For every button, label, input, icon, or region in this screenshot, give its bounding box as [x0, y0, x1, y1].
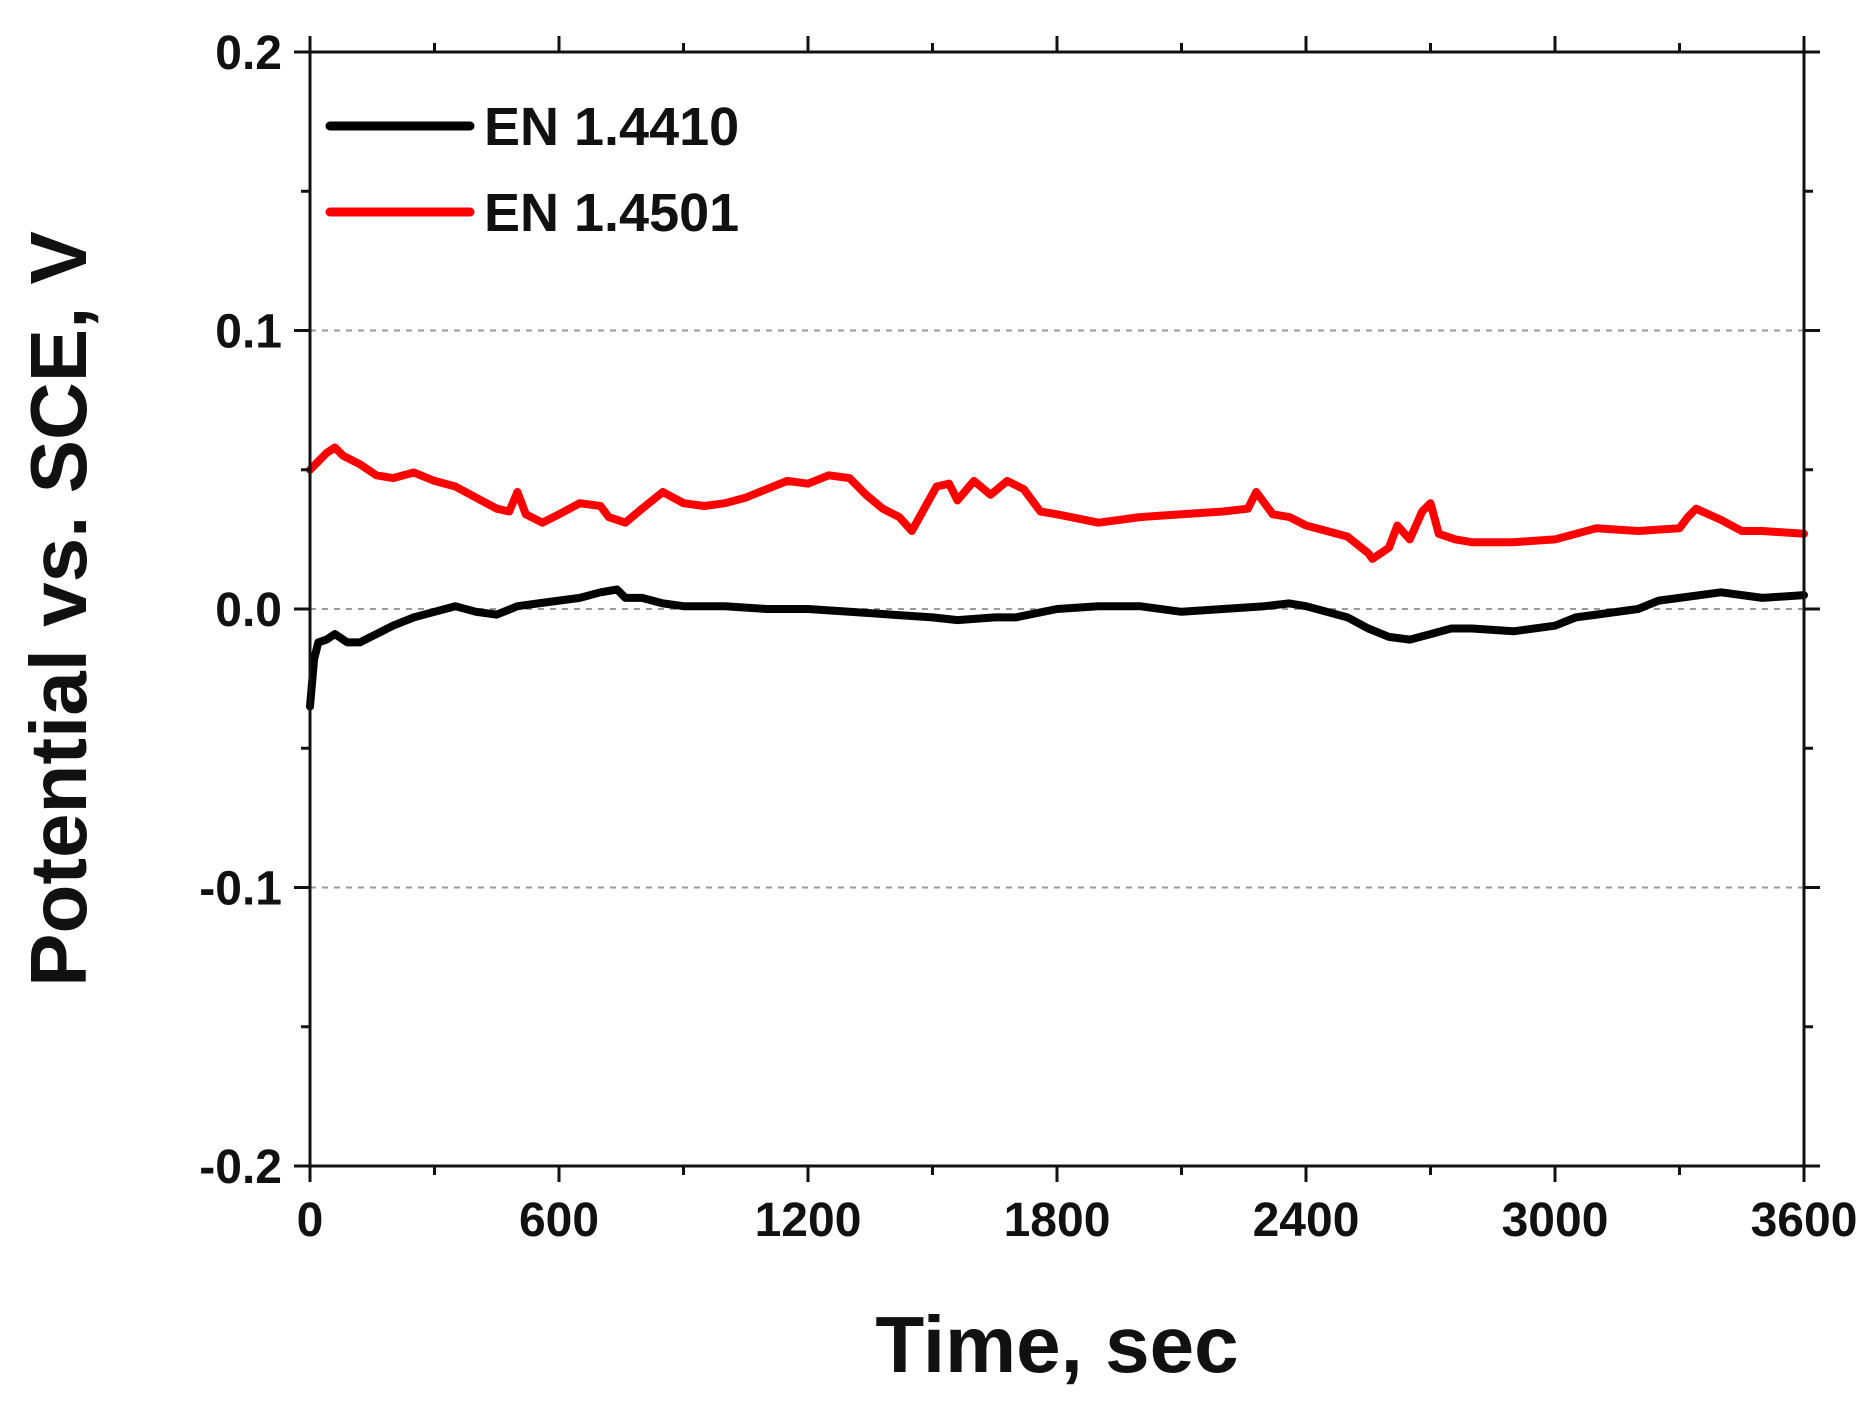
- legend-label-0: EN 1.4410: [484, 97, 739, 157]
- x-tick-label-4: 2400: [1253, 1194, 1360, 1247]
- series-layer: [306, 443, 1808, 711]
- legend-label-1: EN 1.4501: [484, 183, 739, 243]
- x-tick-label-0: 0: [297, 1194, 324, 1247]
- tick-label-layer: 0 600 1200 1800 2400 3000 3600 -0.2 -0.1 0.0 0.1 0.…: [199, 27, 1857, 1247]
- x-axis-title: Time, sec: [875, 1300, 1238, 1389]
- x-tick-label-5: 3000: [1502, 1194, 1609, 1247]
- series-line-1: [306, 443, 1808, 563]
- y-tick-label-2: 0.0: [215, 584, 282, 637]
- y-tick-label-0: -0.2: [199, 1141, 282, 1194]
- y-tick-label-1: -0.1: [199, 863, 282, 916]
- y-tick-label-4: 0.2: [215, 27, 282, 80]
- x-tick-label-1: 600: [519, 1194, 599, 1247]
- x-tick-label-2: 1200: [755, 1194, 862, 1247]
- y-axis-title: Potential vs. SCE, V: [14, 231, 103, 987]
- x-tick-label-3: 1800: [1004, 1194, 1111, 1247]
- legend: EN 1.4410 EN 1.4501: [325, 97, 739, 243]
- tick-layer: [294, 36, 1820, 1182]
- y-tick-label-3: 0.1: [215, 306, 282, 359]
- series-line-0: [306, 585, 1808, 711]
- x-tick-label-6: 3600: [1751, 1194, 1858, 1247]
